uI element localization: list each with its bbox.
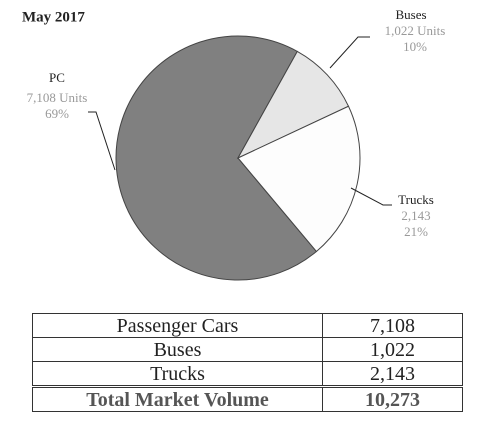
percent-label: 10% xyxy=(403,39,427,54)
table-row: Trucks 2,143 xyxy=(32,361,463,387)
percent-label: 21% xyxy=(404,224,428,239)
percent-label: 69% xyxy=(45,106,69,121)
summary-table: Passenger Cars 7,108 Buses 1,022 Trucks 2,1… xyxy=(32,313,463,412)
cell: Trucks xyxy=(32,361,323,387)
leader-line xyxy=(350,187,392,206)
value-label: 1,022 Units xyxy=(385,23,446,38)
table-row: Buses 1,022 xyxy=(32,337,463,362)
chart: May 2017 PC 7,108 Units 69% Buses 1,022 … xyxy=(22,7,446,281)
value-label: 7,108 Units xyxy=(27,90,88,105)
value-label: 2,143 xyxy=(401,208,430,223)
table-row: Passenger Cars 7,108 xyxy=(32,313,463,338)
cell: Total Market Volume xyxy=(32,385,323,412)
slice-label: Trucks xyxy=(398,192,434,207)
cell: 1,022 xyxy=(322,337,463,362)
cell: Passenger Cars xyxy=(32,313,323,338)
pie-slice xyxy=(115,35,318,281)
chart-title: May 2017 xyxy=(22,9,85,25)
pie-slice xyxy=(237,105,361,253)
leader-line xyxy=(329,36,370,69)
slice-label: PC xyxy=(49,70,65,85)
pie xyxy=(115,35,361,281)
cell: 10,273 xyxy=(322,385,463,412)
leader-line xyxy=(88,111,116,171)
cell: Buses xyxy=(32,337,323,362)
cell: 2,143 xyxy=(322,361,463,387)
pie-slice xyxy=(236,50,350,160)
total-row: Total Market Volume 10,273 xyxy=(32,385,463,412)
cell: 7,108 xyxy=(322,313,463,338)
slice-label: Buses xyxy=(395,7,426,22)
